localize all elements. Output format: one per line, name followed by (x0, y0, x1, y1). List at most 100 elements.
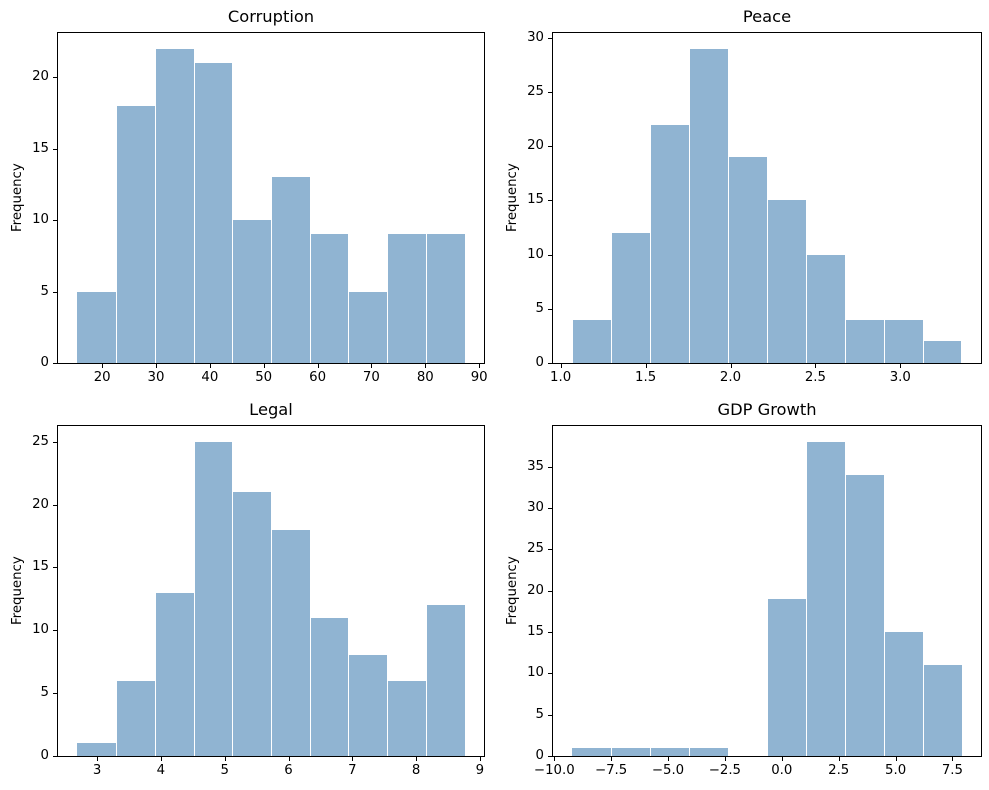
x-tick-label: 3 (92, 763, 102, 778)
x-tick-label: 50 (255, 370, 273, 385)
histogram-bar (387, 680, 426, 756)
x-tick-label: 70 (362, 370, 380, 385)
x-tick-mark (724, 757, 726, 761)
x-tick-label: −2.5 (708, 763, 742, 778)
x-tick-mark (560, 364, 562, 368)
plot-area (553, 33, 981, 363)
histogram-bar (689, 747, 729, 756)
x-tick-label: 3.0 (889, 370, 911, 385)
y-tick-label: 0 (40, 355, 49, 370)
x-tick-mark (611, 757, 613, 761)
x-tick-mark (160, 757, 162, 761)
y-tick-mark (548, 254, 552, 256)
y-tick-mark (53, 77, 57, 79)
histogram-bar (611, 747, 651, 756)
histogram-bar (193, 63, 233, 363)
y-tick-mark (53, 567, 57, 569)
x-tick-mark (479, 364, 481, 368)
x-tick-label: 1.5 (635, 370, 657, 385)
histogram-bar (844, 319, 884, 363)
x-tick-label: 7.5 (941, 763, 963, 778)
x-tick-label: 5 (220, 763, 229, 778)
histogram-bar (883, 631, 923, 756)
x-tick-label: 30 (147, 370, 165, 385)
x-tick-label: 80 (416, 370, 434, 385)
y-axis-label: Frequency (505, 163, 520, 233)
y-tick-mark (548, 92, 552, 94)
y-tick-mark (548, 37, 552, 39)
x-tick-label: 20 (93, 370, 111, 385)
subplot-legal (57, 425, 485, 757)
histogram-bar (154, 48, 194, 363)
x-tick-mark (479, 757, 481, 761)
y-tick-mark (53, 220, 57, 222)
y-axis-label: Frequency (505, 556, 520, 626)
y-tick-label: 25 (32, 433, 49, 449)
y-tick-label: 5 (40, 685, 49, 701)
histogram-bar (348, 291, 388, 363)
y-tick-mark (53, 504, 57, 506)
histogram-bar (309, 234, 349, 363)
x-tick-mark (416, 757, 418, 761)
histogram-bar (922, 341, 962, 363)
x-tick-label: 8 (411, 763, 421, 778)
x-tick-mark (263, 364, 265, 368)
histogram-bar (309, 617, 349, 756)
plot-area (58, 33, 484, 363)
histogram-bar (611, 232, 651, 363)
y-axis-label: Frequency (10, 556, 25, 626)
y-tick-label: 5 (40, 283, 49, 299)
histogram-bar (689, 48, 729, 363)
x-tick-mark (425, 364, 427, 368)
y-tick-mark (548, 146, 552, 148)
y-tick-label: 25 (527, 541, 544, 557)
y-tick-mark (53, 291, 57, 293)
x-tick-label: −10.0 (533, 763, 575, 778)
plot-area (553, 426, 981, 756)
y-tick-mark (548, 590, 552, 592)
x-tick-label: 4 (156, 763, 166, 778)
x-tick-label: 6 (284, 763, 293, 778)
y-tick-label: 30 (527, 499, 544, 515)
y-tick-mark (53, 148, 57, 150)
x-tick-mark (645, 364, 647, 368)
histogram-bar (270, 529, 310, 756)
x-tick-label: 2.5 (804, 370, 826, 385)
x-tick-mark (371, 364, 373, 368)
histogram-bar (650, 124, 690, 363)
histogram-bar (425, 605, 465, 756)
y-tick-mark (53, 693, 57, 695)
x-tick-label: −7.5 (594, 763, 628, 778)
histogram-bar (572, 747, 612, 756)
y-tick-label: 15 (527, 623, 544, 639)
y-tick-label: 10 (32, 622, 49, 638)
y-tick-mark (548, 363, 552, 364)
y-tick-label: 15 (32, 140, 49, 156)
y-tick-label: 15 (527, 192, 544, 208)
subplot-title: Legal (249, 400, 293, 419)
y-tick-mark (548, 200, 552, 202)
y-tick-mark (53, 363, 57, 364)
x-tick-mark (317, 364, 319, 368)
histogram-bar (844, 474, 884, 756)
histogram-bar (767, 598, 806, 756)
x-tick-label: 60 (309, 370, 327, 385)
histogram-bar (572, 319, 612, 363)
x-tick-mark (952, 757, 954, 761)
y-tick-mark (548, 549, 552, 551)
x-tick-mark (209, 364, 211, 368)
x-tick-mark (781, 757, 783, 761)
y-tick-label: 10 (527, 665, 544, 681)
y-tick-label: 20 (32, 496, 49, 512)
histogram-bar (77, 291, 117, 363)
y-tick-mark (548, 308, 552, 310)
y-tick-label: 5 (535, 706, 544, 722)
plot-area (58, 426, 484, 756)
histogram-bar (805, 254, 845, 363)
y-tick-mark (548, 714, 552, 716)
subplot-title: GDP Growth (717, 400, 817, 419)
x-tick-mark (668, 757, 669, 761)
histogram-bar (348, 655, 388, 756)
x-tick-label: −5.0 (651, 763, 685, 778)
x-tick-label: 1.0 (550, 370, 572, 385)
